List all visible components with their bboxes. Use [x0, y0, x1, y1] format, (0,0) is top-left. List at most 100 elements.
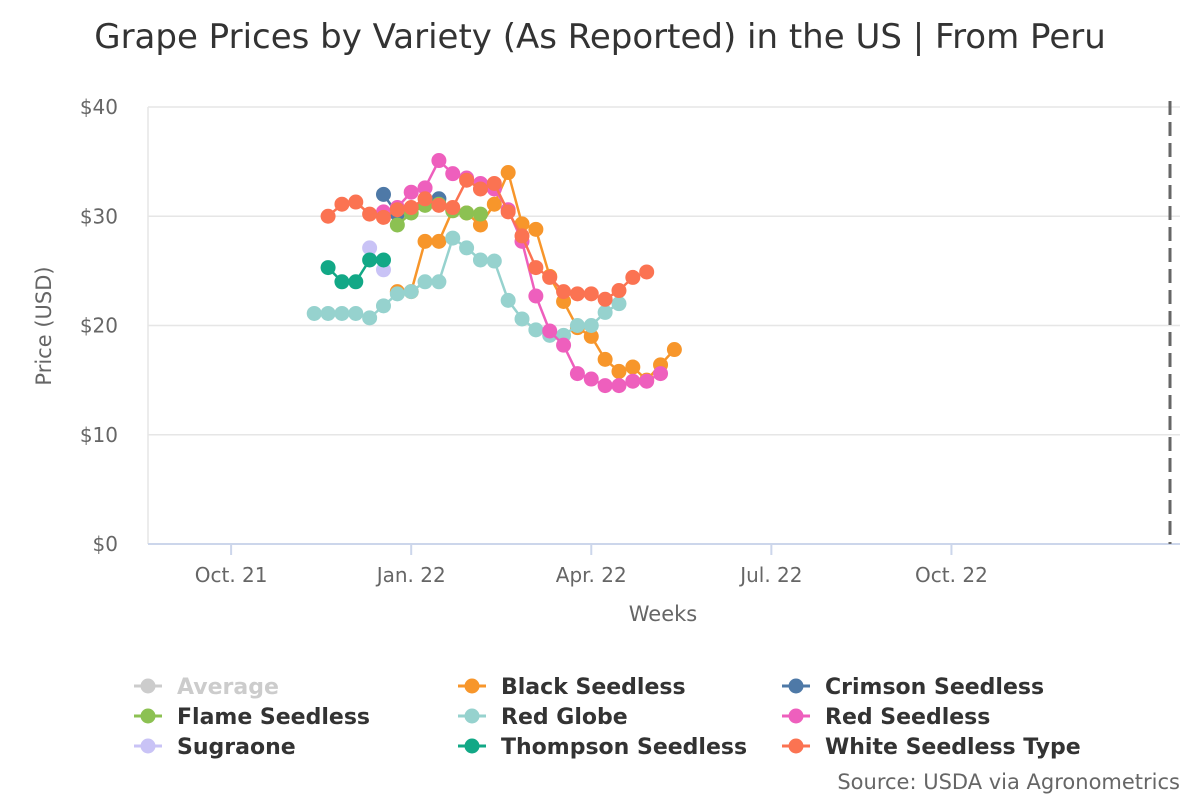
data-point[interactable] [348, 305, 364, 321]
data-point[interactable] [431, 233, 447, 249]
legend-item[interactable]: Crimson Seedless [782, 675, 1044, 700]
data-point[interactable] [486, 196, 502, 212]
data-point[interactable] [556, 337, 572, 353]
data-point[interactable] [597, 291, 613, 307]
data-point[interactable] [583, 286, 599, 302]
data-point[interactable] [639, 373, 655, 389]
legend-item[interactable]: Red Globe [458, 705, 628, 730]
legend-item[interactable]: Flame Seedless [134, 705, 370, 730]
data-point[interactable] [389, 286, 405, 302]
data-point[interactable] [597, 351, 613, 367]
data-point[interactable] [403, 184, 419, 200]
data-point[interactable] [431, 197, 447, 213]
data-point[interactable] [417, 180, 433, 196]
data-point[interactable] [362, 252, 378, 268]
data-point[interactable] [500, 292, 516, 308]
data-point[interactable] [597, 378, 613, 394]
data-point[interactable] [320, 305, 336, 321]
data-point[interactable] [611, 296, 627, 312]
data-point[interactable] [472, 181, 488, 197]
data-point[interactable] [459, 172, 475, 188]
legend-item[interactable]: Black Seedless [458, 675, 686, 700]
data-point[interactable] [486, 175, 502, 191]
legend-item[interactable]: Sugraone [134, 735, 296, 760]
data-point[interactable] [459, 205, 475, 221]
data-point[interactable] [362, 310, 378, 326]
data-point[interactable] [528, 288, 544, 304]
data-point[interactable] [403, 284, 419, 300]
data-point[interactable] [334, 305, 350, 321]
legend-item[interactable]: Thompson Seedless [458, 735, 747, 760]
data-point[interactable] [611, 378, 627, 394]
data-point[interactable] [653, 366, 669, 382]
data-point[interactable] [500, 165, 516, 181]
data-point[interactable] [556, 284, 572, 300]
x-tick-label: Oct. 21 [195, 563, 268, 587]
data-point[interactable] [583, 328, 599, 344]
data-point[interactable] [306, 305, 322, 321]
data-point[interactable] [389, 202, 405, 218]
data-point[interactable] [334, 274, 350, 290]
legend-swatch-marker [140, 678, 156, 694]
data-point[interactable] [472, 206, 488, 222]
data-point[interactable] [362, 240, 378, 256]
data-point[interactable] [417, 191, 433, 207]
data-point[interactable] [625, 373, 641, 389]
data-point[interactable] [514, 228, 530, 244]
data-point[interactable] [569, 286, 585, 302]
data-point[interactable] [375, 298, 391, 314]
data-point[interactable] [348, 194, 364, 210]
data-point[interactable] [542, 269, 558, 285]
x-tick-label: Apr. 22 [556, 563, 627, 587]
data-point[interactable] [431, 274, 447, 290]
data-point[interactable] [611, 363, 627, 379]
data-point[interactable] [500, 204, 516, 220]
data-point[interactable] [320, 260, 336, 276]
series-red-globe [306, 230, 627, 343]
data-point[interactable] [542, 323, 558, 339]
data-point[interactable] [611, 283, 627, 299]
data-point[interactable] [362, 206, 378, 222]
data-point[interactable] [569, 366, 585, 382]
data-point[interactable] [320, 208, 336, 224]
data-point[interactable] [472, 252, 488, 268]
data-point[interactable] [666, 342, 682, 358]
legend-item[interactable]: White Seedless Type [782, 735, 1081, 760]
data-point[interactable] [459, 240, 475, 256]
data-point[interactable] [417, 274, 433, 290]
data-point[interactable] [375, 252, 391, 268]
data-point[interactable] [389, 217, 405, 233]
data-point[interactable] [569, 318, 585, 333]
data-point[interactable] [472, 217, 488, 233]
legend-item[interactable]: Red Seedless [782, 705, 990, 730]
data-point[interactable] [583, 371, 599, 387]
data-point[interactable] [625, 359, 641, 375]
data-point[interactable] [375, 209, 391, 225]
data-point[interactable] [334, 196, 350, 212]
data-point[interactable] [403, 200, 419, 216]
data-point[interactable] [583, 318, 599, 333]
data-point[interactable] [486, 253, 502, 269]
data-point[interactable] [528, 221, 544, 237]
data-point[interactable] [528, 322, 544, 338]
data-point[interactable] [625, 269, 641, 285]
x-tick-label: Jul. 22 [738, 563, 802, 587]
data-point[interactable] [445, 166, 461, 182]
legend-swatch-marker [464, 738, 480, 754]
data-point[interactable] [445, 200, 461, 216]
data-point[interactable] [528, 260, 544, 276]
data-point[interactable] [445, 230, 461, 246]
data-point[interactable] [514, 311, 530, 327]
data-point[interactable] [375, 186, 391, 202]
data-point[interactable] [417, 233, 433, 249]
y-tick-label: $40 [80, 95, 118, 119]
legend-item[interactable]: Average [134, 675, 279, 700]
data-point[interactable] [348, 274, 364, 290]
legend-swatch-marker [140, 738, 156, 754]
y-tick-label: $0 [93, 532, 118, 556]
data-point[interactable] [639, 264, 655, 280]
data-point[interactable] [597, 304, 613, 320]
data-point[interactable] [431, 153, 447, 169]
legend-label: Black Seedless [501, 675, 686, 700]
